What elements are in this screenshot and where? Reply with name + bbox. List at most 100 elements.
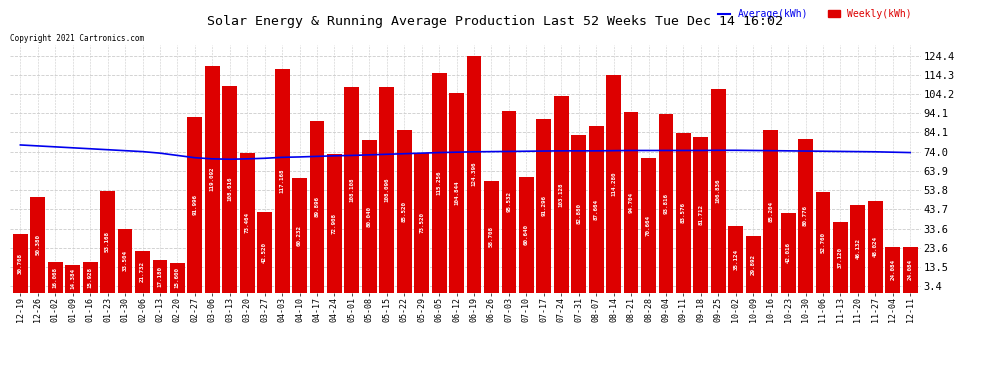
Bar [606, 75, 621, 292]
Bar [449, 93, 464, 292]
Bar [745, 236, 760, 292]
Text: 94.704: 94.704 [629, 192, 634, 213]
Text: 104.844: 104.844 [454, 180, 459, 205]
Text: 53.168: 53.168 [105, 231, 110, 252]
Bar [414, 153, 429, 292]
Bar [885, 247, 900, 292]
Text: 60.640: 60.640 [524, 224, 529, 245]
Text: 48.024: 48.024 [873, 236, 878, 257]
Text: 91.296: 91.296 [542, 195, 546, 216]
Bar [379, 87, 394, 292]
Bar [432, 73, 446, 292]
Bar [310, 122, 325, 292]
Bar [170, 263, 185, 292]
Text: 42.520: 42.520 [262, 242, 267, 262]
Text: 82.880: 82.880 [576, 203, 581, 224]
Text: 52.760: 52.760 [821, 232, 826, 253]
Bar [118, 229, 133, 292]
Bar [345, 87, 359, 292]
Bar [187, 117, 202, 292]
Bar [83, 262, 98, 292]
Bar [362, 140, 377, 292]
Text: 21.732: 21.732 [140, 261, 145, 282]
Bar [292, 178, 307, 292]
Text: 95.532: 95.532 [507, 191, 512, 212]
Bar [658, 114, 673, 292]
Text: 114.280: 114.280 [611, 171, 616, 196]
Bar [676, 134, 691, 292]
Bar [48, 262, 62, 292]
Text: 73.520: 73.520 [419, 212, 424, 233]
Text: 91.996: 91.996 [192, 194, 197, 215]
Bar [833, 222, 847, 292]
Bar [31, 196, 46, 292]
Bar [693, 137, 708, 292]
Bar [624, 112, 639, 292]
Bar [65, 265, 80, 292]
Text: 37.120: 37.120 [838, 247, 842, 268]
Text: 70.664: 70.664 [646, 215, 651, 236]
Bar [642, 158, 656, 292]
Text: 89.896: 89.896 [315, 196, 320, 217]
Bar [711, 89, 726, 292]
Text: 115.256: 115.256 [437, 171, 442, 195]
Text: Copyright 2021 Cartronics.com: Copyright 2021 Cartronics.com [10, 34, 144, 43]
Text: 24.084: 24.084 [908, 259, 913, 280]
Bar [868, 201, 883, 292]
Bar [484, 181, 499, 292]
Bar [589, 126, 604, 292]
Bar [781, 213, 796, 292]
Text: 72.908: 72.908 [332, 213, 337, 234]
Text: 33.504: 33.504 [123, 250, 128, 271]
Text: 50.380: 50.380 [36, 234, 41, 255]
Text: 15.600: 15.600 [175, 267, 180, 288]
Bar [519, 177, 534, 292]
Text: 17.180: 17.180 [157, 266, 162, 286]
Bar [152, 260, 167, 292]
Text: 83.576: 83.576 [681, 202, 686, 223]
Bar [240, 153, 254, 292]
Text: 29.892: 29.892 [750, 254, 755, 274]
Bar [397, 130, 412, 292]
Text: 87.664: 87.664 [594, 198, 599, 219]
Text: 60.232: 60.232 [297, 225, 302, 246]
Text: 46.132: 46.132 [855, 238, 860, 259]
Text: 35.124: 35.124 [734, 249, 739, 270]
Bar [729, 226, 743, 292]
Text: 108.108: 108.108 [349, 177, 354, 202]
Text: 16.068: 16.068 [52, 267, 57, 288]
Text: 30.768: 30.768 [18, 253, 23, 274]
Bar [13, 234, 28, 292]
Bar [257, 211, 272, 292]
Bar [205, 66, 220, 292]
Text: 85.204: 85.204 [768, 201, 773, 222]
Text: 106.836: 106.836 [716, 178, 721, 203]
Bar [502, 111, 517, 292]
Text: 80.776: 80.776 [803, 205, 808, 226]
Text: 108.616: 108.616 [228, 177, 233, 201]
Text: 119.092: 119.092 [210, 167, 215, 191]
Text: 14.384: 14.384 [70, 268, 75, 289]
Text: 80.040: 80.040 [367, 206, 372, 227]
Bar [798, 139, 813, 292]
Text: 24.084: 24.084 [890, 259, 895, 280]
Text: 124.396: 124.396 [471, 162, 476, 186]
Bar [763, 130, 778, 292]
Text: Solar Energy & Running Average Production Last 52 Weeks Tue Dec 14 16:02: Solar Energy & Running Average Productio… [207, 15, 783, 28]
Text: 85.520: 85.520 [402, 201, 407, 222]
Bar [100, 191, 115, 292]
Bar [903, 247, 918, 292]
Text: 93.816: 93.816 [663, 193, 668, 214]
Bar [537, 118, 551, 292]
Text: 15.928: 15.928 [88, 267, 93, 288]
Text: 73.464: 73.464 [245, 212, 249, 233]
Bar [553, 96, 568, 292]
Text: 103.128: 103.128 [558, 182, 563, 207]
Text: 58.708: 58.708 [489, 226, 494, 247]
Text: 81.712: 81.712 [698, 204, 703, 225]
Text: 42.016: 42.016 [786, 242, 791, 263]
Text: 117.168: 117.168 [279, 169, 284, 193]
Bar [327, 154, 342, 292]
Bar [135, 251, 149, 292]
Bar [223, 86, 238, 292]
